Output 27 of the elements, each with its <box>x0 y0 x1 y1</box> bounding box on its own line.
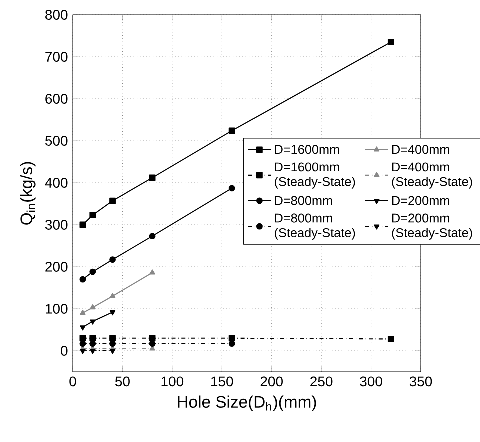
legend-label: D=1600mm <box>275 145 340 154</box>
legend-label: D=800mm (Steady-State) <box>275 214 356 240</box>
x-axis-title: Hole Size(D$_{h}$)(mm) <box>178 396 316 412</box>
x-tick-label: 350 <box>410 376 432 387</box>
x-tick-label: 150 <box>212 376 234 387</box>
x-tick-label: 100 <box>162 376 184 387</box>
x-tick-label: 50 <box>115 376 130 387</box>
x-tick-label: 200 <box>260 376 283 387</box>
y-tick-label: 0 <box>61 346 68 356</box>
y-tick-label: 100 <box>46 304 68 314</box>
legend-label: D=1600mm (Steady-State) <box>275 162 356 189</box>
y-tick-label: 800 <box>46 10 68 20</box>
legend-label: D=200mm <box>392 196 450 206</box>
legend-label: D=400mm (Steady-State) <box>392 162 472 189</box>
legend-label: D=400mm <box>392 145 450 154</box>
x-tick-label: 300 <box>360 376 382 387</box>
y-tick-label: 500 <box>46 136 68 146</box>
y-tick-label: 400 <box>45 178 68 188</box>
y-tick-label: 700 <box>46 52 68 62</box>
legend-label: D=800mm <box>275 196 332 206</box>
x-tick-label: 250 <box>310 376 333 387</box>
y-tick-label: 200 <box>46 262 68 272</box>
legend-label: D=200mm (Steady-State) <box>392 214 472 240</box>
y-tick-label: 300 <box>45 220 68 230</box>
y-axis-title: Q$_{in}$(kg/s) <box>20 162 36 225</box>
x-tick-label: 0 <box>70 376 76 387</box>
y-tick-label: 600 <box>46 94 68 104</box>
